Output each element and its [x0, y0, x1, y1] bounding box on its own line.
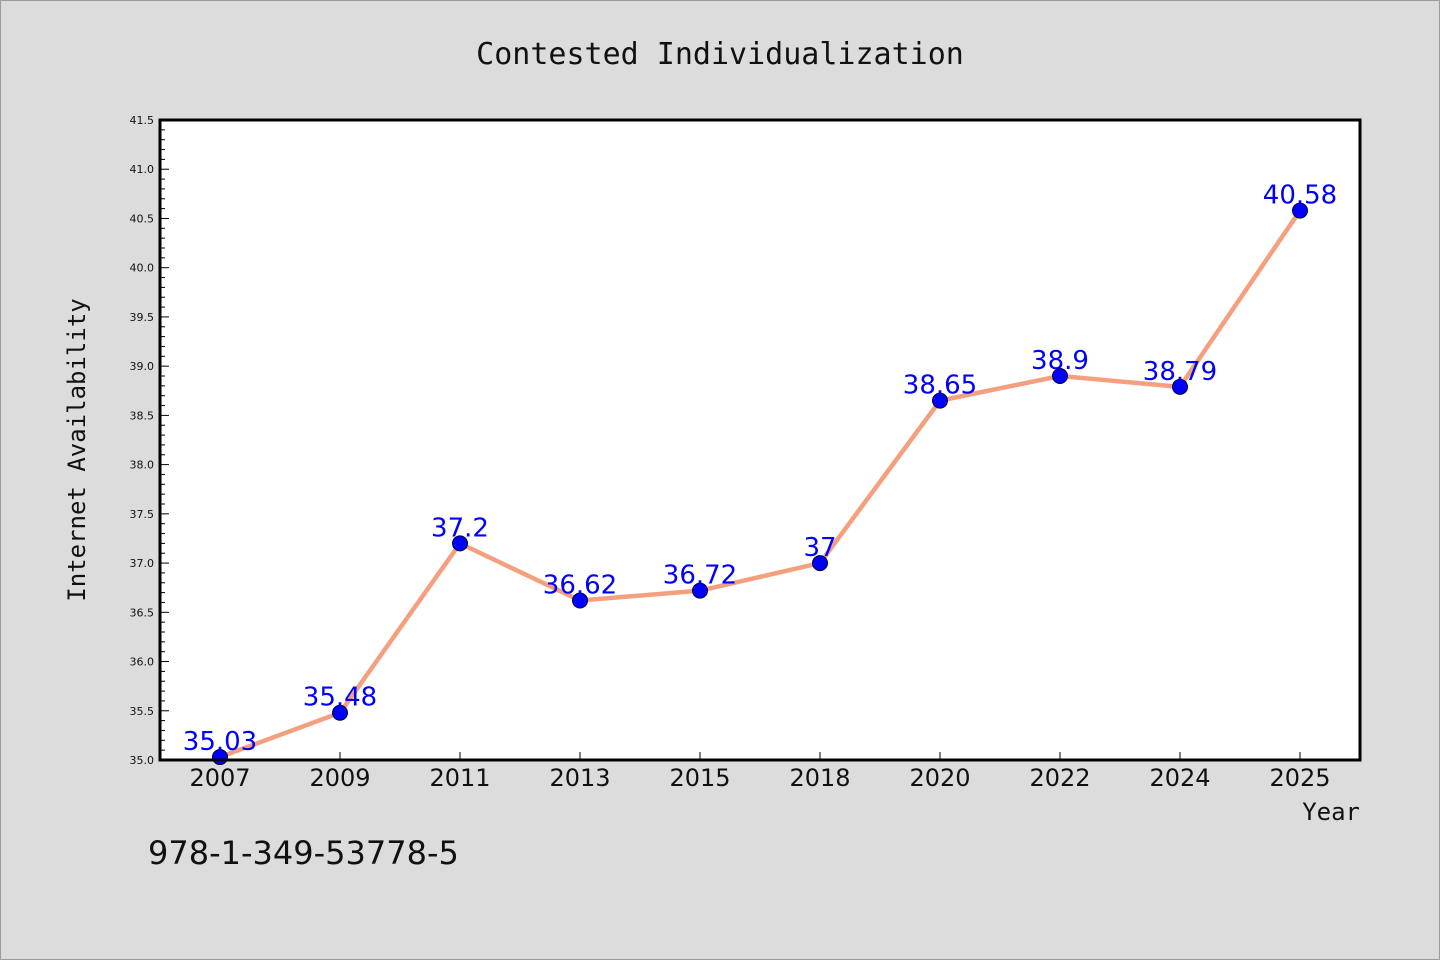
x-tick-label: 2025 — [1269, 764, 1330, 792]
y-tick-label: 38.0 — [130, 459, 155, 472]
data-label: 40.58 — [1263, 181, 1337, 211]
data-label: 37.2 — [431, 513, 489, 543]
data-point — [1052, 368, 1068, 384]
data-point — [452, 535, 468, 552]
data-point — [572, 592, 588, 609]
x-tick-label: 2013 — [549, 764, 610, 792]
data-point — [932, 392, 948, 409]
data-labels: 35.03 35.48 37.2 36.62 36.72 37 38.65 38.9 38.79… — [183, 181, 1337, 757]
y-axis-title: Internet Availability — [63, 298, 91, 601]
data-label: 38.9 — [1031, 346, 1089, 376]
plot-frame — [158, 118, 1362, 762]
y-tick-label: 40.5 — [130, 212, 155, 225]
x-tick-label: 2022 — [1029, 764, 1090, 792]
data-point — [1292, 202, 1308, 219]
y-tick-label: 37.5 — [130, 508, 155, 521]
y-tick-label: 39.0 — [130, 360, 155, 373]
y-tick-label: 35.5 — [130, 705, 155, 718]
x-tick-label: 2007 — [189, 764, 250, 792]
plot-area — [160, 120, 1360, 760]
x-tick-label: 2024 — [1149, 764, 1210, 792]
x-tick-label: 2011 — [429, 764, 490, 792]
isbn-footnote: 978-1-349-53778-5 — [148, 834, 459, 872]
y-tick-label: 39.5 — [130, 311, 155, 324]
data-label: 38.65 — [903, 371, 977, 401]
y-tick-label: 37.0 — [130, 557, 155, 570]
x-tick-label: 2015 — [669, 764, 730, 792]
data-label: 35.48 — [303, 683, 377, 713]
y-tick-label: 41.0 — [130, 163, 155, 176]
data-label: 36.72 — [663, 561, 737, 591]
data-label: 36.62 — [543, 570, 617, 600]
y-tick-label: 36.5 — [130, 606, 155, 619]
series-markers — [212, 202, 1308, 766]
x-tick-label: 2018 — [789, 764, 850, 792]
x-tick-label: 2020 — [909, 764, 970, 792]
y-tick-label: 41.5 — [130, 114, 155, 127]
x-axis-ticks: 2007 2009 2011 2013 2015 2018 2020 2022 2024 2025 — [189, 752, 1331, 792]
y-axis-ticks: 35.0 35.5 36.0 36.5 37.0 37.5 38.0 38.5 39.0 39.5… — [130, 114, 169, 767]
data-point — [332, 704, 348, 721]
y-tick-label: 35.0 — [130, 754, 155, 767]
data-label: 37 — [803, 533, 836, 563]
data-label: 38.79 — [1143, 357, 1217, 387]
data-point — [692, 582, 708, 599]
data-point — [1172, 378, 1188, 395]
x-tick-label: 2009 — [309, 764, 370, 792]
y-tick-label: 38.5 — [130, 409, 155, 422]
y-tick-label: 36.0 — [130, 656, 155, 669]
data-label: 35.03 — [183, 727, 257, 757]
data-point — [812, 555, 828, 572]
chart-title: Contested Individualization — [476, 37, 964, 72]
y-tick-label: 40.0 — [130, 262, 155, 275]
x-axis-title: Year — [1302, 798, 1360, 826]
series-line — [219, 209, 1302, 760]
